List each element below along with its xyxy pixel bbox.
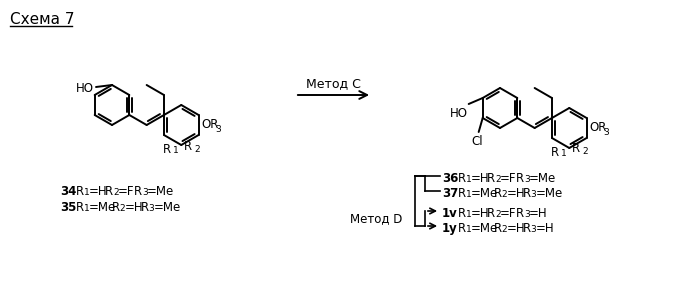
- Text: Метод С: Метод С: [306, 78, 361, 91]
- Text: R: R: [184, 140, 193, 153]
- Text: R: R: [112, 201, 119, 214]
- Text: =H: =H: [507, 222, 525, 235]
- Text: Метод D: Метод D: [350, 212, 402, 225]
- Text: R: R: [458, 187, 466, 200]
- Text: OR: OR: [202, 118, 219, 131]
- Text: =F: =F: [118, 185, 135, 198]
- Text: =H: =H: [89, 185, 107, 198]
- Text: R: R: [487, 207, 495, 220]
- Text: 2: 2: [194, 144, 200, 153]
- Text: =H: =H: [471, 172, 489, 185]
- Text: =Me: =Me: [154, 201, 181, 214]
- Text: R: R: [493, 187, 502, 200]
- Text: 2: 2: [113, 188, 119, 197]
- Text: =Me: =Me: [147, 185, 174, 198]
- Text: 2: 2: [495, 210, 500, 219]
- Text: R: R: [523, 187, 530, 200]
- Text: 1y: 1y: [442, 222, 458, 235]
- Text: =H: =H: [471, 207, 489, 220]
- Text: R: R: [523, 222, 530, 235]
- Text: =Me: =Me: [535, 187, 563, 200]
- Text: 1v: 1v: [442, 207, 458, 220]
- Text: R: R: [458, 222, 466, 235]
- Text: =Me: =Me: [529, 172, 556, 185]
- Text: R: R: [458, 172, 466, 185]
- Text: R: R: [163, 143, 171, 156]
- Text: R: R: [516, 207, 524, 220]
- Text: R: R: [76, 185, 84, 198]
- Text: R: R: [493, 222, 502, 235]
- Text: HO: HO: [450, 107, 468, 120]
- Text: 1: 1: [466, 225, 472, 234]
- Text: =Me: =Me: [471, 187, 498, 200]
- Text: OR: OR: [590, 121, 607, 134]
- Text: 2: 2: [495, 175, 500, 184]
- Text: 36: 36: [442, 172, 459, 185]
- Text: 35: 35: [60, 201, 76, 214]
- Text: 2: 2: [501, 190, 507, 199]
- Text: =H: =H: [507, 187, 525, 200]
- Text: 1: 1: [173, 146, 179, 155]
- Text: R: R: [134, 185, 142, 198]
- Text: =H: =H: [535, 222, 554, 235]
- Text: 34: 34: [60, 185, 76, 198]
- Text: 1: 1: [466, 210, 472, 219]
- Text: 37: 37: [442, 187, 459, 200]
- Text: R: R: [105, 185, 113, 198]
- Text: 3: 3: [149, 204, 154, 213]
- Text: 1: 1: [466, 190, 472, 199]
- Text: 1: 1: [84, 204, 90, 213]
- Text: R: R: [487, 172, 495, 185]
- Text: R: R: [140, 201, 149, 214]
- Text: 3: 3: [604, 128, 609, 137]
- Text: =Me: =Me: [471, 222, 498, 235]
- Text: 2: 2: [582, 147, 588, 157]
- Text: 3: 3: [530, 225, 536, 234]
- Text: 3: 3: [524, 175, 530, 184]
- Text: R: R: [551, 146, 559, 159]
- Text: =Me: =Me: [89, 201, 117, 214]
- Text: Схема 7: Схема 7: [10, 12, 75, 27]
- Text: 3: 3: [530, 190, 536, 199]
- Text: 1: 1: [466, 175, 472, 184]
- Text: =H: =H: [529, 207, 548, 220]
- Text: R: R: [76, 201, 84, 214]
- Text: =H: =H: [124, 201, 143, 214]
- Text: 1: 1: [84, 188, 90, 197]
- Text: HO: HO: [76, 81, 94, 94]
- Text: 3: 3: [216, 125, 221, 134]
- Text: R: R: [572, 142, 581, 155]
- Text: Cl: Cl: [472, 135, 484, 148]
- Text: =F: =F: [500, 172, 517, 185]
- Text: 2: 2: [501, 225, 507, 234]
- Text: R: R: [458, 207, 466, 220]
- Text: R: R: [516, 172, 524, 185]
- Text: 2: 2: [119, 204, 125, 213]
- Text: 1: 1: [561, 149, 567, 158]
- Text: =F: =F: [500, 207, 517, 220]
- Text: 3: 3: [524, 210, 530, 219]
- Text: 3: 3: [142, 188, 148, 197]
